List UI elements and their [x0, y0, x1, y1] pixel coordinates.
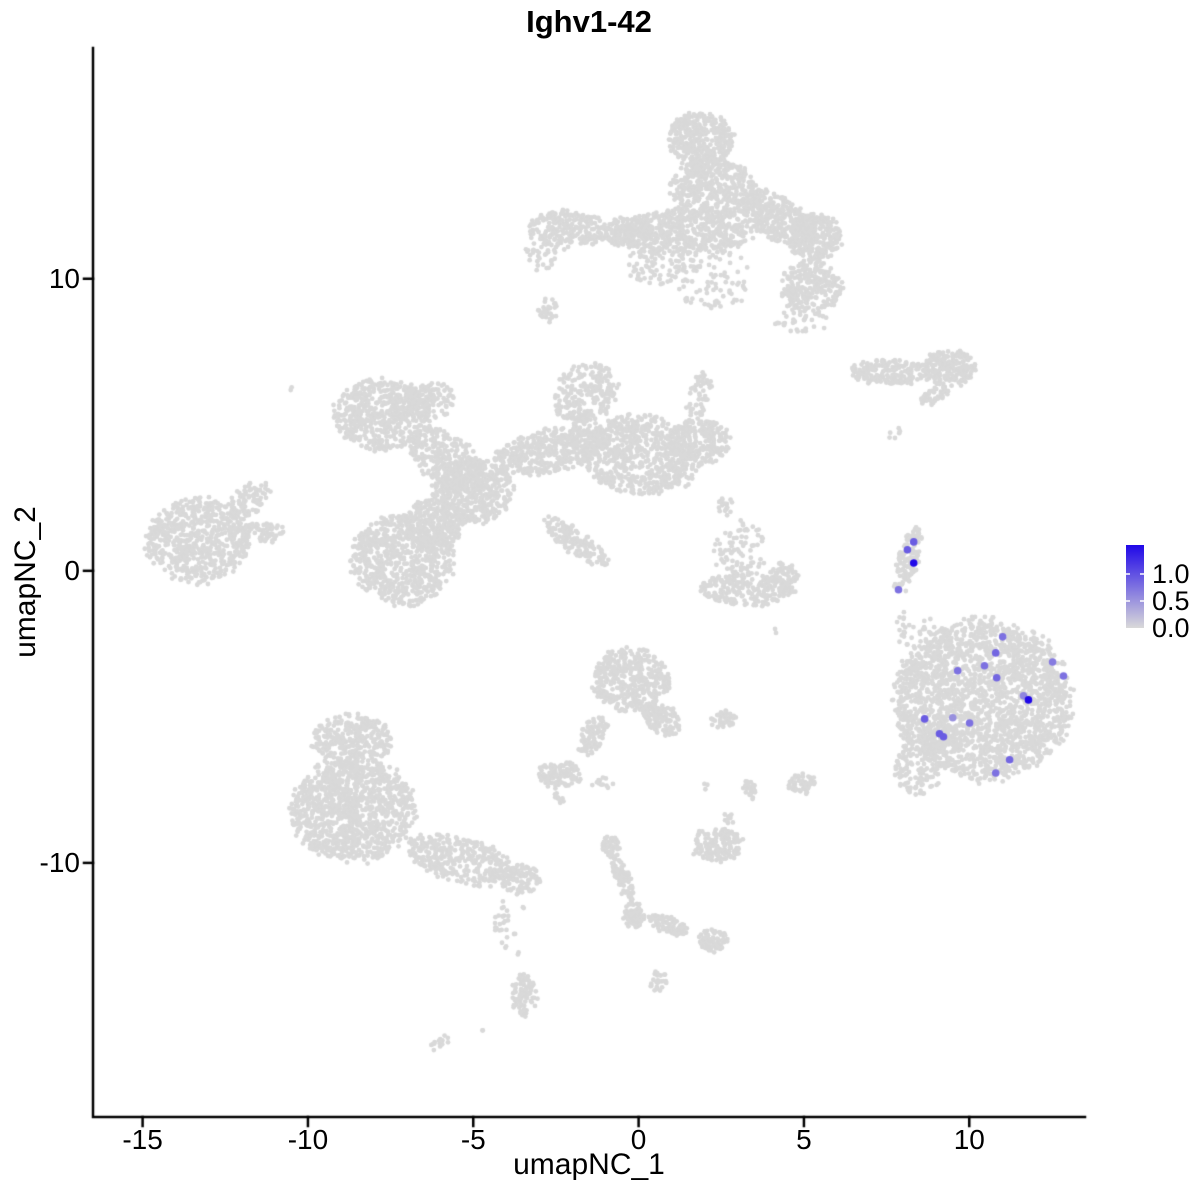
x-tick-label: 0 [630, 1124, 647, 1155]
legend-notch [1140, 573, 1144, 576]
legend-notch [1126, 600, 1130, 603]
legend-tick-label: 0.0 [1152, 613, 1190, 643]
legend-notch [1140, 600, 1144, 603]
legend-colorbar [1126, 545, 1144, 628]
x-axis-label: umapNC_1 [513, 1148, 665, 1181]
x-tick-label: -10 [287, 1124, 329, 1155]
plot-title: Ighv1-42 [526, 4, 652, 39]
y-tick-label: -10 [39, 846, 80, 878]
legend-tick-label: 1.0 [1152, 559, 1190, 590]
x-tick-label: 10 [953, 1124, 985, 1155]
legend-notch [1126, 573, 1130, 576]
x-tick-label: 5 [796, 1124, 812, 1155]
y-tick-label: 10 [48, 262, 80, 294]
x-tick-label: -5 [460, 1124, 486, 1155]
legend-tick-label: 0.5 [1152, 586, 1190, 617]
y-tick-label: 0 [64, 554, 80, 586]
x-tick-label: -15 [122, 1124, 163, 1155]
